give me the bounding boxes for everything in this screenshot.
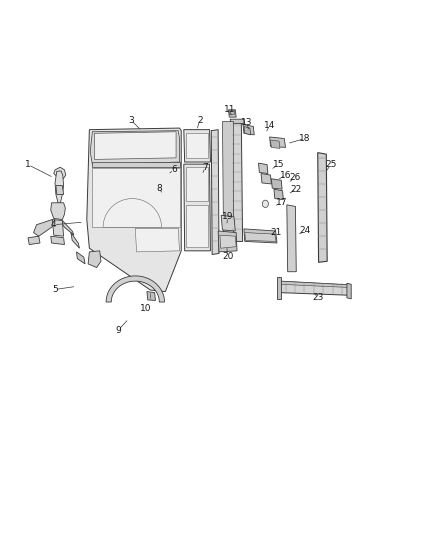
Text: 18: 18 (299, 134, 311, 143)
Polygon shape (71, 232, 79, 248)
Text: 10: 10 (140, 304, 152, 313)
Polygon shape (261, 174, 272, 184)
Polygon shape (279, 281, 349, 295)
Polygon shape (53, 220, 64, 236)
Polygon shape (279, 281, 348, 287)
Polygon shape (187, 167, 208, 201)
Polygon shape (258, 163, 268, 174)
Polygon shape (92, 162, 180, 167)
Text: 5: 5 (52, 285, 58, 294)
Polygon shape (87, 128, 181, 292)
Polygon shape (229, 110, 236, 117)
Polygon shape (272, 179, 282, 189)
Text: 11: 11 (224, 106, 236, 114)
Text: 2: 2 (197, 116, 202, 125)
Text: 6: 6 (171, 165, 177, 174)
Text: 9: 9 (115, 326, 121, 335)
Polygon shape (51, 236, 64, 245)
Circle shape (262, 200, 268, 207)
Polygon shape (187, 133, 208, 158)
Polygon shape (56, 185, 64, 195)
Polygon shape (51, 203, 65, 220)
Text: 19: 19 (222, 212, 233, 221)
Text: 24: 24 (299, 227, 311, 236)
Polygon shape (95, 132, 176, 159)
Polygon shape (184, 130, 210, 162)
Polygon shape (244, 126, 251, 135)
Polygon shape (54, 167, 66, 179)
Polygon shape (106, 276, 165, 302)
Polygon shape (274, 189, 283, 200)
Text: 7: 7 (202, 163, 208, 172)
Polygon shape (220, 235, 236, 248)
Polygon shape (218, 231, 237, 252)
Polygon shape (221, 215, 235, 231)
Polygon shape (277, 277, 281, 299)
Polygon shape (55, 171, 64, 204)
Text: 16: 16 (280, 171, 291, 180)
Text: 15: 15 (272, 160, 284, 169)
Polygon shape (103, 199, 162, 228)
Polygon shape (147, 292, 155, 301)
Polygon shape (92, 168, 180, 228)
Text: 20: 20 (222, 252, 233, 261)
Polygon shape (223, 122, 233, 241)
Polygon shape (34, 220, 54, 236)
Polygon shape (318, 152, 327, 262)
Polygon shape (77, 252, 85, 264)
Polygon shape (347, 283, 351, 299)
Polygon shape (61, 221, 74, 235)
Text: 22: 22 (291, 185, 302, 193)
Polygon shape (187, 205, 208, 247)
Text: 8: 8 (156, 184, 162, 192)
Polygon shape (271, 140, 280, 149)
Polygon shape (232, 122, 243, 241)
Polygon shape (28, 236, 40, 245)
Polygon shape (270, 137, 286, 148)
Polygon shape (230, 119, 245, 123)
Polygon shape (243, 124, 254, 135)
Text: 25: 25 (325, 160, 336, 169)
Text: 17: 17 (276, 198, 287, 207)
Polygon shape (184, 164, 210, 251)
Text: 26: 26 (290, 173, 301, 182)
Text: 23: 23 (312, 293, 323, 302)
Polygon shape (230, 110, 234, 114)
Polygon shape (245, 232, 276, 241)
Text: 21: 21 (271, 228, 282, 237)
Text: 13: 13 (241, 118, 253, 127)
Polygon shape (90, 131, 180, 165)
Text: 4: 4 (51, 220, 57, 229)
Text: 3: 3 (128, 116, 134, 125)
Polygon shape (135, 228, 180, 252)
Polygon shape (287, 205, 296, 272)
Text: 14: 14 (264, 121, 276, 130)
Polygon shape (211, 130, 219, 254)
Text: 1: 1 (25, 160, 31, 169)
Polygon shape (244, 229, 277, 243)
Polygon shape (88, 251, 101, 268)
